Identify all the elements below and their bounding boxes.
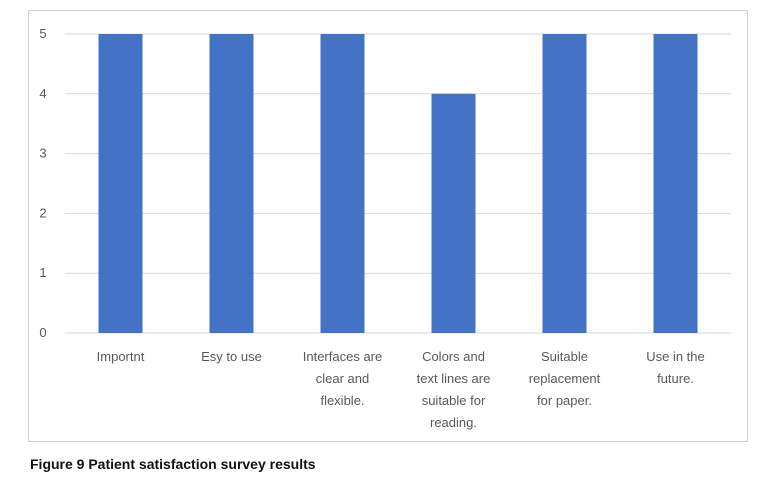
x-tick-label-2: Esy to use [201,349,262,364]
bar-2 [209,34,254,333]
y-tick-label-4: 4 [39,86,46,101]
x-tick-label-6: Use in the future. [646,349,705,386]
y-tick-label-2: 2 [39,205,46,220]
x-tick-label-1: Importnt [97,349,145,364]
bar-4 [431,93,476,333]
y-tick-label-3: 3 [39,146,46,161]
x-tick-label-5: Suitable replacement for paper. [529,349,601,408]
bar-6 [653,34,698,333]
bar-5 [542,34,587,333]
x-tick-label-4: Colors and text lines are suitable for read… [417,349,491,430]
figure-caption: Figure 9 Patient satisfaction survey res… [30,456,316,472]
chart-frame: 0 1 2 3 4 5 Importnt Esy to use Interfaces are cl… [28,10,748,442]
y-tick-label-0: 0 [39,325,46,340]
bar-chart: 0 1 2 3 4 5 Importnt Esy to use Interfaces are cl… [39,26,731,430]
x-tick-label-3: Interfaces are clear and flexible. [303,349,383,408]
bar-3 [320,34,365,333]
y-tick-label-1: 1 [39,265,46,280]
y-tick-label-5: 5 [39,26,46,41]
bar-1 [98,34,143,333]
